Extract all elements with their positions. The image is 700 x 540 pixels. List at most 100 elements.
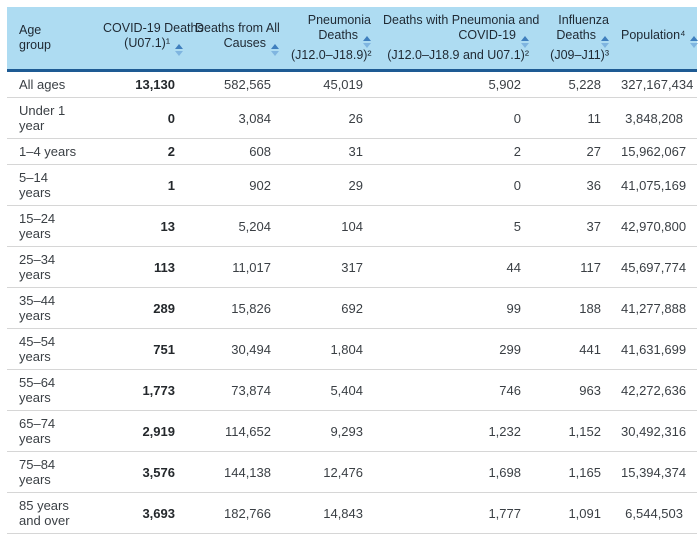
table-body: All ages 13,130 582,565 45,019 5,902 5,228 327… — [7, 70, 697, 534]
cell-covid19_deaths: 289 — [97, 287, 189, 329]
sort-ascending-icon — [690, 36, 699, 41]
table-row: 35–44 years 289 15,826 692 99 188 41,277,888 — [7, 287, 697, 329]
cell-all_causes_deaths: 608 — [189, 138, 285, 165]
cell-covid19_deaths: 1,773 — [97, 369, 189, 411]
cell-influenza_deaths: 963 — [535, 369, 615, 411]
column-header-label: Influenza — [558, 13, 609, 27]
table-row: 45–54 years 751 30,494 1,804 299 441 41,631,69… — [7, 328, 697, 370]
column-header-label: (J12.0–J18.9 and U07.1)² — [387, 48, 529, 62]
cell-population: 41,277,888 — [615, 287, 697, 329]
sort-descending-icon — [521, 43, 529, 48]
column-header-label: Deaths with Pneumonia and — [383, 13, 540, 27]
cell-population: 42,272,636 — [615, 369, 697, 411]
cell-pneumonia_deaths: 104 — [285, 205, 377, 247]
sort-descending-icon — [690, 43, 699, 48]
cell-covid19_deaths: 3,693 — [97, 492, 189, 534]
cell-influenza_deaths: 11 — [535, 97, 615, 139]
cell-covid19_deaths: 113 — [97, 246, 189, 288]
cell-pneumonia_deaths: 1,804 — [285, 328, 377, 370]
cell-all_causes_deaths: 902 — [189, 164, 285, 206]
cell-all_causes_deaths: 114,652 — [189, 410, 285, 452]
column-header-influenza_deaths[interactable]: Influenza Deaths (J09–J11)³ — [535, 7, 615, 72]
column-header-population[interactable]: Population⁴ — [615, 7, 699, 72]
sort-arrows-icon[interactable] — [363, 36, 371, 48]
cell-population: 41,631,699 — [615, 328, 697, 370]
cell-pneumonia_deaths: 5,404 — [285, 369, 377, 411]
cell-covid19_deaths: 751 — [97, 328, 189, 370]
cell-population: 6,544,503 — [615, 492, 697, 534]
cell-pneumonia_covid_deaths: 2 — [377, 138, 535, 165]
sort-descending-icon — [175, 50, 183, 56]
cell-all_causes_deaths: 11,017 — [189, 246, 285, 288]
sort-arrows-icon[interactable] — [175, 43, 183, 56]
cell-pneumonia_deaths: 9,293 — [285, 410, 377, 452]
column-header-pneumonia_covid_deaths[interactable]: Deaths with Pneumonia and COVID-19 (J12.0–… — [377, 7, 539, 72]
table-row: 85 years and over 3,693 182,766 14,843 1,777… — [7, 492, 697, 534]
column-header-label: (J09–J11)³ — [550, 48, 609, 62]
cell-influenza_deaths: 117 — [535, 246, 615, 288]
cell-age_group: 15–24 years — [7, 205, 97, 247]
cell-age_group: 1–4 years — [7, 138, 97, 165]
column-header-age_group: Age group — [7, 7, 97, 72]
sort-ascending-icon — [271, 43, 279, 49]
column-header-label: Pneumonia — [307, 13, 371, 27]
table-row: 5–14 years 1 902 29 0 36 41,075,169 — [7, 164, 697, 206]
cell-influenza_deaths: 37 — [535, 205, 615, 247]
cell-age_group: 35–44 years — [7, 287, 97, 329]
cell-covid19_deaths: 13,130 — [97, 70, 189, 98]
table-row: 75–84 years 3,576 144,138 12,476 1,698 1,165 1… — [7, 451, 697, 493]
cell-all_causes_deaths: 182,766 — [189, 492, 285, 534]
sort-arrows-icon[interactable] — [521, 36, 529, 48]
cell-age_group: 25–34 years — [7, 246, 97, 288]
cell-age_group: All ages — [7, 70, 97, 98]
cell-age_group: 75–84 years — [7, 451, 97, 493]
cell-pneumonia_deaths: 26 — [285, 97, 377, 139]
sort-arrows-icon[interactable] — [601, 36, 609, 48]
header-row: Age group COVID-19 Deaths (U07.1)¹ Deaths fr… — [7, 7, 699, 72]
cell-covid19_deaths: 1 — [97, 164, 189, 206]
cell-population: 30,492,316 — [615, 410, 697, 452]
column-header-pneumonia_deaths[interactable]: Pneumonia Deaths (J12.0–J18.9)² — [285, 7, 377, 72]
sort-ascending-icon — [601, 36, 609, 41]
cell-influenza_deaths: 27 — [535, 138, 615, 165]
column-header-label: COVID-19 — [458, 28, 516, 42]
column-header-label: (J12.0–J18.9)² — [291, 48, 372, 62]
cell-all_causes_deaths: 30,494 — [189, 328, 285, 370]
cell-population: 15,962,067 — [615, 138, 697, 165]
cell-covid19_deaths: 2,919 — [97, 410, 189, 452]
table-row: 25–34 years 113 11,017 317 44 117 45,697,774 — [7, 246, 697, 288]
column-header-label: Age — [19, 23, 42, 37]
cell-all_causes_deaths: 582,565 — [189, 70, 285, 98]
cell-influenza_deaths: 1,152 — [535, 410, 615, 452]
cell-pneumonia_deaths: 14,843 — [285, 492, 377, 534]
column-header-label: Causes — [223, 35, 266, 50]
column-header-label: Deaths — [556, 28, 596, 42]
cell-covid19_deaths: 13 — [97, 205, 189, 247]
table-row: All ages 13,130 582,565 45,019 5,902 5,228 327… — [7, 70, 697, 98]
cell-age_group: 45–54 years — [7, 328, 97, 370]
cell-pneumonia_covid_deaths: 1,698 — [377, 451, 535, 493]
cell-population: 42,970,800 — [615, 205, 697, 247]
cell-population: 327,167,434 — [615, 70, 697, 98]
sort-arrows-icon[interactable] — [271, 43, 279, 56]
sort-descending-icon — [601, 43, 609, 48]
cell-all_causes_deaths: 144,138 — [189, 451, 285, 493]
sort-arrows-icon[interactable] — [690, 36, 699, 48]
cell-pneumonia_covid_deaths: 99 — [377, 287, 535, 329]
table-row: 55–64 years 1,773 73,874 5,404 746 963 42,272,… — [7, 369, 697, 411]
cell-age_group: 55–64 years — [7, 369, 97, 411]
cell-all_causes_deaths: 5,204 — [189, 205, 285, 247]
sort-descending-icon — [363, 43, 371, 48]
cell-pneumonia_covid_deaths: 5 — [377, 205, 535, 247]
cell-population: 41,075,169 — [615, 164, 697, 206]
cell-pneumonia_covid_deaths: 1,777 — [377, 492, 535, 534]
cell-influenza_deaths: 441 — [535, 328, 615, 370]
column-header-all_causes_deaths[interactable]: Deaths from All Causes — [189, 7, 285, 72]
cell-pneumonia_deaths: 317 — [285, 246, 377, 288]
column-header-covid19_deaths[interactable]: COVID-19 Deaths (U07.1)¹ — [97, 7, 204, 72]
cell-covid19_deaths: 2 — [97, 138, 189, 165]
cell-all_causes_deaths: 15,826 — [189, 287, 285, 329]
table-row: 65–74 years 2,919 114,652 9,293 1,232 1,152 30… — [7, 410, 697, 452]
cell-pneumonia_deaths: 29 — [285, 164, 377, 206]
cell-covid19_deaths: 0 — [97, 97, 189, 139]
